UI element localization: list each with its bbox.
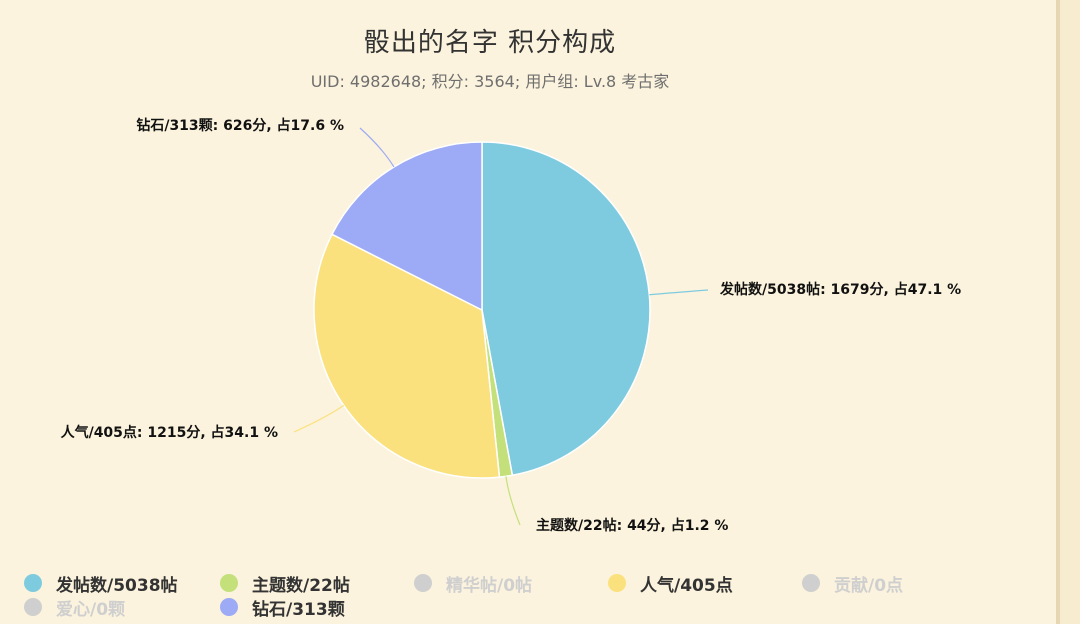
slice-label: 钻石/313颗: 626分, 占17.6 % <box>136 117 344 134</box>
legend-item[interactable]: 主题数/22帖 <box>220 572 350 596</box>
legend-label: 主题数/22帖 <box>252 575 350 596</box>
pie-slice[interactable] <box>481 141 651 477</box>
legend-swatch <box>220 574 238 592</box>
legend-item[interactable]: 钻石/313颗 <box>220 596 345 620</box>
legend-item[interactable]: 人气/405点 <box>608 572 733 596</box>
slice-connector-line <box>505 476 521 526</box>
right-edge-strip <box>1060 0 1080 624</box>
legend-swatch <box>414 574 432 592</box>
legend-label: 贡献/0点 <box>834 575 904 596</box>
slice-connector-line <box>649 289 709 296</box>
slice-connector-line <box>293 404 345 433</box>
slice-label: 主题数/22帖: 44分, 占1.2 % <box>536 517 728 534</box>
pie-slice[interactable] <box>313 233 501 479</box>
slice-connector-line <box>359 127 395 168</box>
pie-slice[interactable] <box>330 141 483 312</box>
legend-swatch <box>24 574 42 592</box>
legend-swatch <box>24 598 42 616</box>
right-border <box>1056 0 1060 624</box>
legend-item[interactable]: 贡献/0点 <box>802 572 904 596</box>
pie-chart: 发帖数/5038帖: 1679分, 占47.1 % 主题数/22帖: 44分, 占… <box>61 117 962 534</box>
legend-item[interactable]: 爱心/0颗 <box>24 596 126 620</box>
legend-label: 发帖数/5038帖 <box>56 575 178 596</box>
legend-label: 钻石/313颗 <box>252 599 345 620</box>
slice-label: 人气/405点: 1215分, 占34.1 % <box>61 424 278 441</box>
legend-swatch <box>802 574 820 592</box>
slice-label: 发帖数/5038帖: 1679分, 占47.1 % <box>719 281 961 298</box>
legend-label: 精华帖/0帖 <box>446 575 533 596</box>
legend-swatch <box>220 598 238 616</box>
legend-label: 人气/405点 <box>640 575 733 596</box>
legend-item[interactable]: 精华帖/0帖 <box>414 572 533 596</box>
chart-subtitle: UID: 4982648; 积分: 3564; 用户组: Lv.8 考古家 <box>310 72 670 91</box>
legend-label: 爱心/0颗 <box>56 599 126 620</box>
chart-title: 骰出的名字 积分构成 <box>363 28 617 58</box>
legend-item[interactable]: 发帖数/5038帖 <box>24 572 178 596</box>
legend-swatch <box>608 574 626 592</box>
